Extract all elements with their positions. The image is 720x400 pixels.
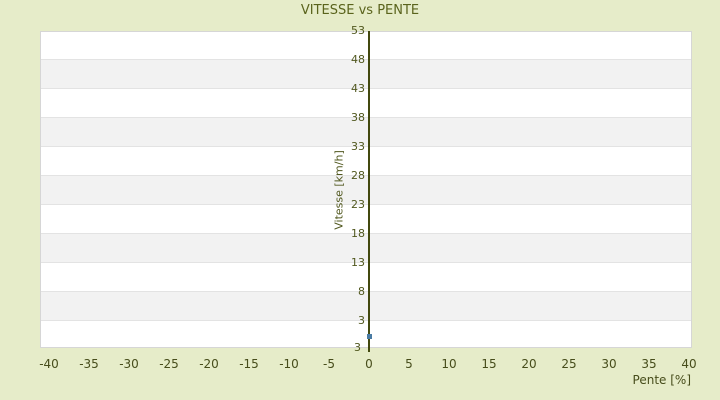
y-tick-label: 8	[358, 285, 365, 298]
y-tick-label: 38	[351, 111, 365, 124]
x-tick-label: 20	[521, 357, 537, 371]
x-tick-label: -5	[323, 357, 335, 371]
plot-band	[40, 233, 692, 263]
y-tick-label: 48	[351, 53, 365, 66]
x-tick-label: 30	[601, 357, 617, 371]
x-tick-label: 5	[405, 357, 413, 371]
y-axis-title: Vitesse [km/h]	[332, 150, 346, 230]
y-tick-label: 53	[351, 24, 365, 37]
plot-band	[40, 117, 692, 147]
plot-band	[40, 204, 692, 234]
plot-band	[40, 175, 692, 205]
y-tick-label: 33	[351, 140, 365, 153]
plot-band	[40, 291, 692, 321]
plot-band	[40, 59, 692, 89]
y-tick-label: 43	[351, 82, 365, 95]
plot-band	[40, 31, 692, 60]
plot-band	[40, 88, 692, 118]
x-axis-title: Pente [%]	[632, 373, 691, 387]
plot-band	[40, 320, 692, 348]
chart-title: VITESSE vs PENTE	[300, 3, 420, 18]
y-tick-label: 13	[351, 256, 365, 269]
x-tick-label: 15	[481, 357, 497, 371]
y-tick-label: 23	[351, 198, 365, 211]
plot-band	[40, 146, 692, 176]
x-tick-label: 10	[441, 357, 457, 371]
x-tick-label: -40	[39, 357, 59, 371]
x-tick-label: 25	[561, 357, 577, 371]
x-tick-label: -25	[159, 357, 179, 371]
x-tick-label: -10	[279, 357, 299, 371]
data-point	[366, 333, 372, 339]
y-tick-label: 28	[351, 169, 365, 182]
y-tick-label: 3	[358, 314, 365, 327]
plot-band	[40, 262, 692, 292]
x-tick-label: -35	[79, 357, 99, 371]
x-tick-label: 40	[681, 357, 697, 371]
y-tick-label: 18	[351, 227, 365, 240]
y-axis-min-label: 3	[354, 341, 361, 354]
x-tick-label: -30	[119, 357, 139, 371]
y-axis-line	[368, 31, 370, 352]
x-tick-label: 35	[641, 357, 657, 371]
x-tick-label: 0	[365, 357, 373, 371]
x-tick-label: -15	[239, 357, 259, 371]
x-tick-label: -20	[199, 357, 219, 371]
